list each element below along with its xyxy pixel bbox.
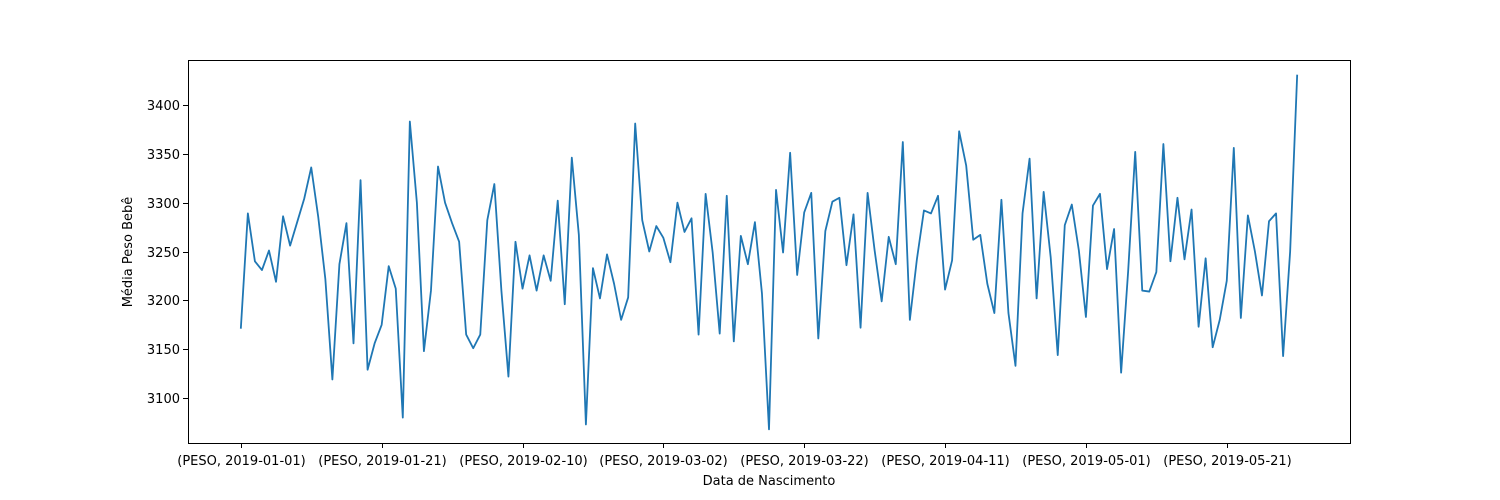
x-tick-label: (PESO, 2019-04-11) [881, 454, 1010, 469]
y-tick-label: 3400 [147, 99, 180, 114]
x-tick-label: (PESO, 2019-05-21) [1163, 454, 1292, 469]
x-tick-label: (PESO, 2019-03-22) [740, 454, 869, 469]
y-tick-label: 3300 [147, 197, 180, 212]
y-tick-label: 3200 [147, 294, 180, 309]
y-tick-label: 3100 [147, 392, 180, 407]
y-tick-label: 3250 [147, 246, 180, 261]
y-tick-label: 3150 [147, 343, 180, 358]
x-axis-label: Data de Nascimento [703, 474, 836, 489]
x-tick-label: (PESO, 2019-03-02) [599, 454, 728, 469]
x-tick-label: (PESO, 2019-01-21) [318, 454, 447, 469]
plot-area [239, 74, 1299, 431]
y-tick-label: 3350 [147, 148, 180, 163]
x-tick-label: (PESO, 2019-01-01) [177, 454, 306, 469]
x-axis: (PESO, 2019-01-01) (PESO, 2019-01-21) (PES… [177, 443, 1292, 469]
x-tick-label: (PESO, 2019-02-10) [459, 454, 588, 469]
series-line [239, 74, 1299, 431]
plot-frame [188, 60, 1351, 444]
y-axis-label: Média Peso Bebê [121, 197, 136, 308]
y-axis: 3100 3150 3200 3250 3300 3350 3400 [147, 99, 188, 407]
x-tick-label: (PESO, 2019-05-01) [1022, 454, 1151, 469]
